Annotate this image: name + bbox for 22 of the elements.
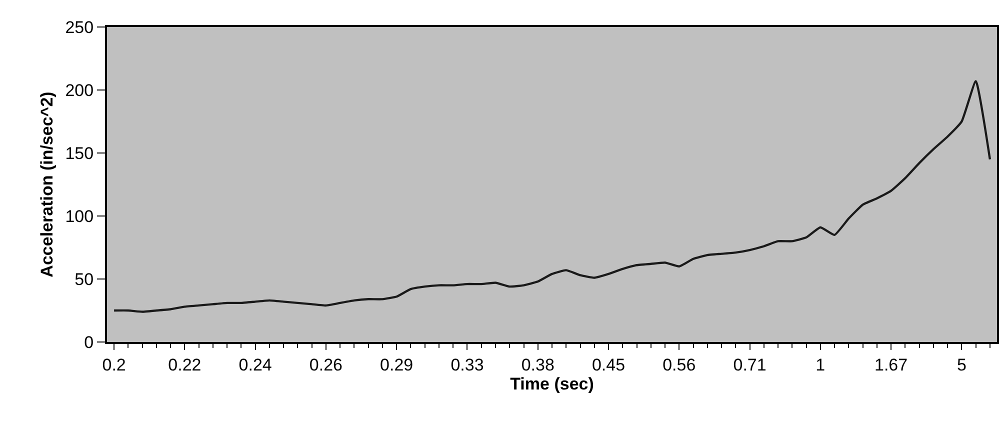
y-tick-label: 50: [74, 270, 94, 289]
x-tick-label: 0.22: [168, 355, 202, 374]
y-tick-label: 100: [65, 206, 94, 226]
x-tick-label: 0.45: [592, 355, 626, 374]
y-tick-label: 0: [84, 332, 94, 352]
y-tick-label: 150: [65, 144, 94, 163]
y-tick-label: 200: [65, 80, 94, 100]
x-tick-label: 0.56: [662, 355, 696, 374]
x-tick-label: 1: [816, 355, 826, 374]
y-axis-title: Acceleration (in/sec^2): [37, 92, 56, 278]
x-tick-label: 0.71: [733, 355, 766, 374]
x-tick-label: 0.24: [238, 355, 272, 374]
line-series: [112, 80, 992, 313]
y-tick-label: 250: [65, 18, 94, 37]
x-tick-label: 5: [956, 355, 966, 374]
x-tick-label: 0.38: [521, 355, 554, 374]
x-tick-label: 1.67: [874, 355, 908, 374]
x-tick-label: 0.2: [102, 355, 126, 374]
x-tick-label: 0.29: [380, 355, 414, 374]
x-tick-label: 0.33: [450, 355, 484, 374]
x-tick-label: 0.26: [309, 355, 343, 374]
x-axis-title: Time (sec): [510, 374, 594, 394]
